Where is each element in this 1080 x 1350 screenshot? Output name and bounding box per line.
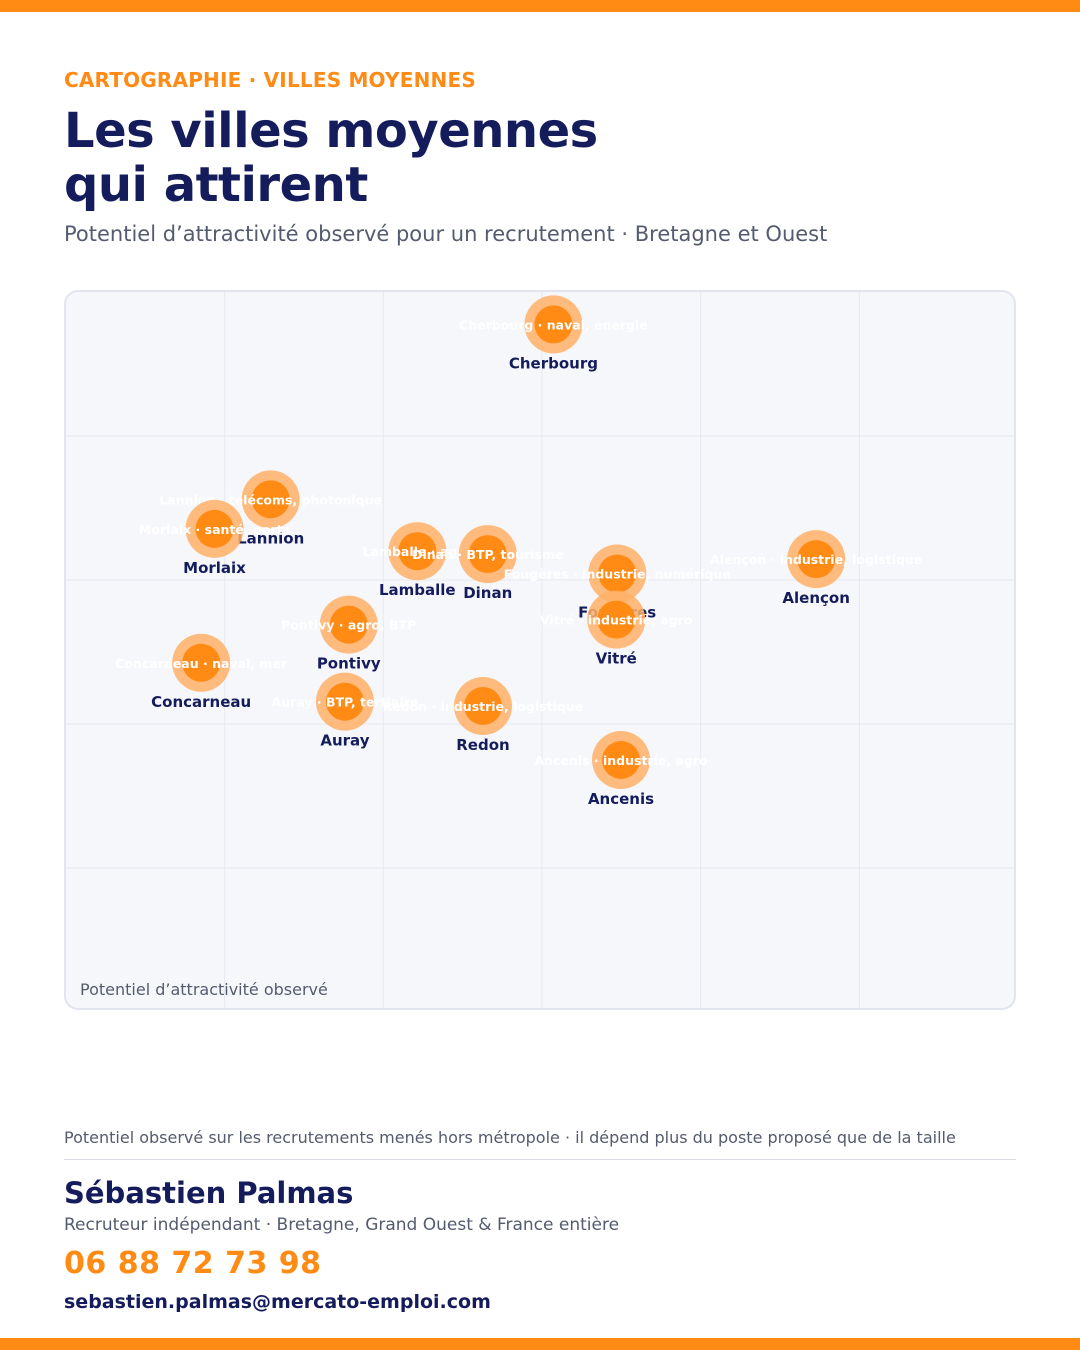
- city-point[interactable]: Auray · BTP, tertiaire Auray: [272, 672, 419, 750]
- city-name-label: Lannion: [237, 529, 304, 547]
- chart-canvas: Cherbourg · naval, énergie Cherbourg Lanni…: [66, 292, 1014, 1008]
- city-marker: [598, 554, 637, 593]
- title-line-2: qui attirent: [64, 157, 368, 213]
- city-sector-tag: Dinan · BTP, tourisme: [412, 547, 563, 562]
- title-line-1: Les villes moyennes: [64, 103, 598, 159]
- city-sector-tag: Morlaix · santé, ports: [139, 522, 290, 537]
- page-subtitle: Potentiel d’attractivité observé pour un…: [64, 222, 828, 246]
- city-point[interactable]: Dinan · BTP, tourisme Dinan: [412, 525, 563, 602]
- city-marker: [398, 532, 437, 571]
- city-point[interactable]: Lannion · télécoms, photonique Lannion: [159, 470, 382, 547]
- city-marker: [602, 741, 641, 779]
- city-point[interactable]: Morlaix · santé, ports Morlaix: [139, 499, 290, 577]
- city-point[interactable]: Pontivy · agro, BTP Pontivy: [281, 595, 416, 673]
- city-sector-tag: Fougères · industrie, numérique: [504, 567, 731, 582]
- city-name-label: Alençon: [782, 589, 849, 607]
- city-marker: [797, 540, 836, 579]
- phone-number[interactable]: 06 88 72 73 98: [64, 1246, 322, 1281]
- city-marker: [251, 480, 290, 519]
- city-sector-tag: Auray · BTP, tertiaire: [272, 695, 419, 710]
- footer-divider: [64, 1159, 1016, 1160]
- city-marker: [329, 605, 368, 644]
- city-point[interactable]: Lamballe · agro Lamballe: [363, 522, 473, 599]
- city-name-label: Vitré: [596, 650, 637, 668]
- city-name-label: Redon: [456, 736, 509, 754]
- chart-points: Cherbourg · naval, énergie Cherbourg Lanni…: [115, 295, 922, 808]
- city-point[interactable]: Alençon · industrie, logistique Alençon: [710, 530, 922, 607]
- author-name: Sébastien Palmas: [64, 1176, 354, 1210]
- city-marker: [195, 509, 234, 548]
- top-accent-bar: [0, 0, 1080, 12]
- city-sector-tag: Redon · industrie, logistique: [383, 699, 584, 714]
- city-point[interactable]: Ancenis · industrie, agro Ancenis: [534, 731, 708, 808]
- eyebrow-label: CARTOGRAPHIE · VILLES MOYENNES: [64, 68, 476, 92]
- city-sector-tag: Cherbourg · naval, énergie: [459, 317, 648, 332]
- city-scatter-chart: Cherbourg · naval, énergie Cherbourg Lanni…: [64, 290, 1016, 1010]
- city-marker: [534, 305, 573, 344]
- city-sector-tag: Ancenis · industrie, agro: [534, 753, 708, 768]
- city-marker: [463, 687, 502, 725]
- city-sector-tag: Alençon · industrie, logistique: [710, 552, 922, 567]
- city-sector-tag: Lamballe · agro: [363, 544, 473, 559]
- city-name-label: Ancenis: [588, 790, 654, 808]
- city-marker: [597, 600, 636, 639]
- page-title: Les villes moyennes qui attirent: [64, 104, 964, 212]
- city-point[interactable]: Cherbourg · naval, énergie Cherbourg: [459, 295, 648, 372]
- author-role: Recruteur indépendant · Bretagne, Grand …: [64, 1215, 620, 1235]
- city-name-label: Concarneau: [151, 693, 251, 711]
- city-name-label: Morlaix: [183, 559, 246, 577]
- city-marker: [182, 643, 221, 682]
- city-name-label: Cherbourg: [509, 354, 598, 372]
- city-sector-tag: Concarneau · naval, mer: [115, 656, 288, 671]
- city-marker: [325, 682, 364, 721]
- city-point[interactable]: Vitré · industrie, agro Vitré: [540, 590, 693, 668]
- city-name-label: Pontivy: [317, 655, 381, 673]
- city-point[interactable]: Redon · industrie, logistique Redon: [383, 677, 584, 754]
- city-name-label: Auray: [320, 732, 369, 750]
- city-name-label: Dinan: [463, 584, 512, 602]
- city-sector-tag: Pontivy · agro, BTP: [281, 618, 416, 633]
- city-marker: [468, 535, 507, 574]
- footnote: Potentiel observé sur les recrutements m…: [64, 1128, 956, 1147]
- chart-grid: [66, 292, 1014, 1008]
- email-address[interactable]: sebastien.palmas@mercato-emploi.com: [64, 1291, 491, 1313]
- city-name-label: Lamballe: [379, 581, 456, 599]
- city-point[interactable]: Concarneau · naval, mer Concarneau: [115, 633, 288, 711]
- city-sector-tag: Lannion · télécoms, photonique: [159, 492, 382, 507]
- city-sector-tag: Vitré · industrie, agro: [540, 613, 693, 628]
- bottom-accent-bar: [0, 1338, 1080, 1350]
- axis-caption: Potentiel d’attractivité observé: [80, 980, 328, 999]
